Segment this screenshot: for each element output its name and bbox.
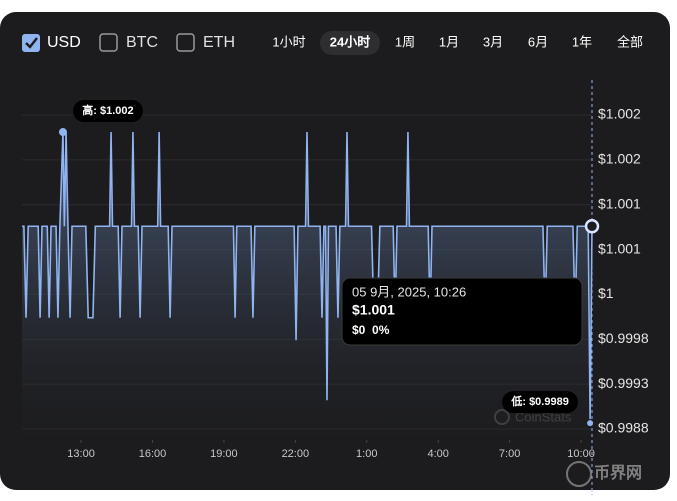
high-label: 高: $1.002: [82, 103, 133, 117]
y-tick-label: $0.9993: [598, 375, 649, 391]
range-button[interactable]: 1月: [439, 34, 459, 49]
high-point: [58, 128, 67, 137]
range-button[interactable]: 1年: [572, 34, 592, 49]
low-label-bg: [502, 391, 579, 414]
x-tick-label: 4:00: [427, 448, 448, 460]
logo: 币界网: [594, 464, 642, 482]
range-button[interactable]: 24小时: [330, 34, 370, 49]
logo-icon: [566, 461, 592, 487]
legend-label[interactable]: USD: [47, 34, 81, 51]
y-tick-label: $1.002: [598, 106, 641, 122]
y-tick-label: $0.9988: [598, 420, 649, 436]
low-label: 低: $0.9989: [510, 394, 568, 408]
x-tick-label: 19:00: [210, 448, 238, 460]
range-button[interactable]: 1小时: [272, 34, 305, 49]
tooltip-date: 05 9月, 2025, 10:26: [352, 284, 466, 299]
tooltip-bg: [341, 277, 583, 346]
range-button[interactable]: 3月: [483, 34, 503, 49]
area: [22, 132, 592, 441]
x-tick-label: 16:00: [139, 448, 167, 460]
range-button[interactable]: 1周: [395, 34, 415, 49]
range-selected-bg[interactable]: [320, 31, 380, 55]
range-button[interactable]: 6月: [528, 34, 548, 49]
checkbox[interactable]: [176, 33, 195, 52]
range-button[interactable]: 全部: [617, 34, 643, 49]
price-line: [22, 132, 593, 420]
current-point: [584, 218, 600, 234]
checkmark: [25, 37, 38, 49]
tooltip-price: $1.001: [352, 302, 395, 318]
checkbox-checked[interactable]: [22, 34, 40, 52]
high-label-bg: [72, 100, 143, 123]
y-tick-label: $0.9998: [598, 330, 649, 346]
y-tick-label: $1: [598, 285, 614, 301]
checkbox[interactable]: [99, 33, 118, 52]
x-tick-label: 10:00: [567, 448, 595, 460]
x-tick-label: 22:00: [282, 448, 310, 460]
x-tick-label: 1:00: [356, 448, 377, 460]
low-point: [587, 420, 594, 427]
tooltip-change: $0 0%: [352, 323, 390, 337]
legend-label[interactable]: BTC: [126, 34, 158, 51]
x-tick-label: 7:00: [499, 448, 520, 460]
y-tick-label: $1.001: [598, 240, 641, 256]
y-tick-label: $1.002: [598, 151, 641, 167]
legend-label[interactable]: ETH: [203, 34, 235, 51]
x-tick-label: 13:00: [67, 448, 95, 460]
y-tick-label: $1.001: [598, 195, 641, 211]
